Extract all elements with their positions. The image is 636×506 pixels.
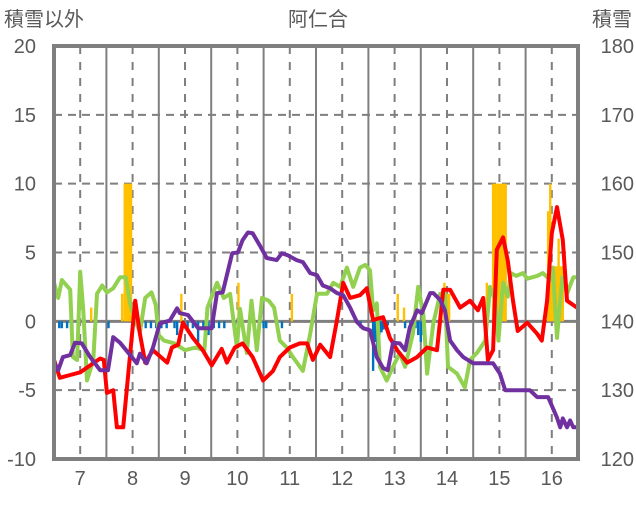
left-tick-label: -10 — [7, 449, 36, 471]
precip-negative-bar — [173, 321, 176, 329]
left-tick-label: 10 — [14, 174, 36, 196]
snow-depth-line — [52, 230, 578, 430]
x-tick-label: 7 — [75, 468, 86, 490]
precip-positive-bar — [396, 293, 399, 322]
precip-positive-bar — [555, 266, 558, 322]
green-series-line — [52, 262, 578, 390]
precip-positive-bar — [237, 282, 240, 322]
precip-negative-bar — [217, 321, 221, 329]
precip-positive-bar — [551, 266, 554, 322]
left-axis-title: 積雪以外 — [4, 8, 84, 31]
precip-negative-bar — [382, 321, 385, 330]
precip-negative-bar — [107, 321, 110, 329]
precip-positive-bar — [120, 293, 124, 322]
x-tick-label: 15 — [488, 468, 510, 490]
left-tick-label: 20 — [14, 36, 36, 58]
precip-negative-bar — [60, 321, 64, 329]
precip-negative-bar — [380, 321, 383, 333]
precip-negative-bar — [191, 321, 195, 329]
precip-negative-bar — [403, 321, 407, 329]
precip-negative-bar — [202, 321, 205, 329]
precip-positive-bar — [447, 293, 451, 322]
lines — [52, 205, 579, 430]
chart-title: 阿仁合 — [288, 8, 348, 31]
precip-positive-bar — [180, 293, 183, 322]
precip-positive-bar — [500, 183, 503, 322]
precip-positive-bar — [557, 238, 560, 322]
x-tick-label: 16 — [541, 468, 563, 490]
precip-negative-bar — [149, 321, 153, 329]
x-tick-label: 10 — [226, 468, 248, 490]
precip-positive-bar — [491, 183, 495, 322]
precip-positive-bar — [402, 307, 406, 322]
right-tick-label: 140 — [601, 311, 634, 333]
x-tick-label: 11 — [279, 468, 300, 490]
precip-negative-bar — [175, 321, 179, 336]
right-tick-label: 170 — [601, 105, 634, 127]
x-tick-label: 9 — [179, 468, 190, 490]
precip-negative-bar — [65, 321, 69, 329]
precip-positive-bar — [290, 293, 294, 322]
precip-positive-bar — [90, 307, 93, 322]
precip-negative-bar — [374, 321, 377, 342]
precip-positive-bar — [502, 183, 505, 322]
precip-negative-bar — [386, 321, 389, 326]
precip-negative-bar — [186, 321, 189, 329]
precip-negative-bar — [165, 321, 168, 329]
precip-positive-bar — [129, 183, 133, 322]
red-series-line — [52, 205, 579, 430]
left-tick-label: -5 — [18, 380, 36, 402]
precip-positive-bar — [127, 183, 131, 322]
precip-negative-bar — [223, 321, 226, 329]
axes: 20 15 10 5 0 -5 -10 180 170 160 150 140 130 120 7 8 9 10 1… — [7, 36, 634, 490]
precip-negative-bar — [58, 321, 61, 329]
precip-positive-bar — [498, 183, 501, 322]
precip-negative-bar — [262, 321, 265, 329]
right-tick-label: 160 — [601, 174, 634, 196]
precip-positive-bar — [125, 183, 129, 322]
left-tick-label: 15 — [14, 105, 36, 127]
plot-frame — [52, 44, 580, 461]
precip-negative-bar — [265, 321, 268, 329]
precip-negative-bar — [280, 321, 284, 329]
precip-negative-bar — [419, 321, 422, 342]
right-tick-label: 150 — [601, 243, 634, 265]
x-tick-label: 13 — [383, 468, 405, 490]
right-axis-title: 積雪 — [592, 8, 632, 31]
precip-positive-bar — [123, 183, 126, 322]
right-tick-label: 120 — [601, 449, 634, 471]
left-tick-label: 0 — [25, 311, 36, 333]
precip-negative-bar — [416, 321, 420, 336]
left-tick-label: 5 — [25, 243, 36, 265]
right-tick-label: 180 — [601, 36, 634, 58]
x-tick-label: 14 — [436, 468, 458, 490]
right-tick-label: 130 — [601, 380, 634, 402]
x-tick-label: 12 — [331, 468, 353, 490]
precip-negative-bar — [144, 321, 147, 329]
precip-negative-bar — [196, 321, 200, 342]
x-tick-label: 8 — [127, 468, 138, 490]
